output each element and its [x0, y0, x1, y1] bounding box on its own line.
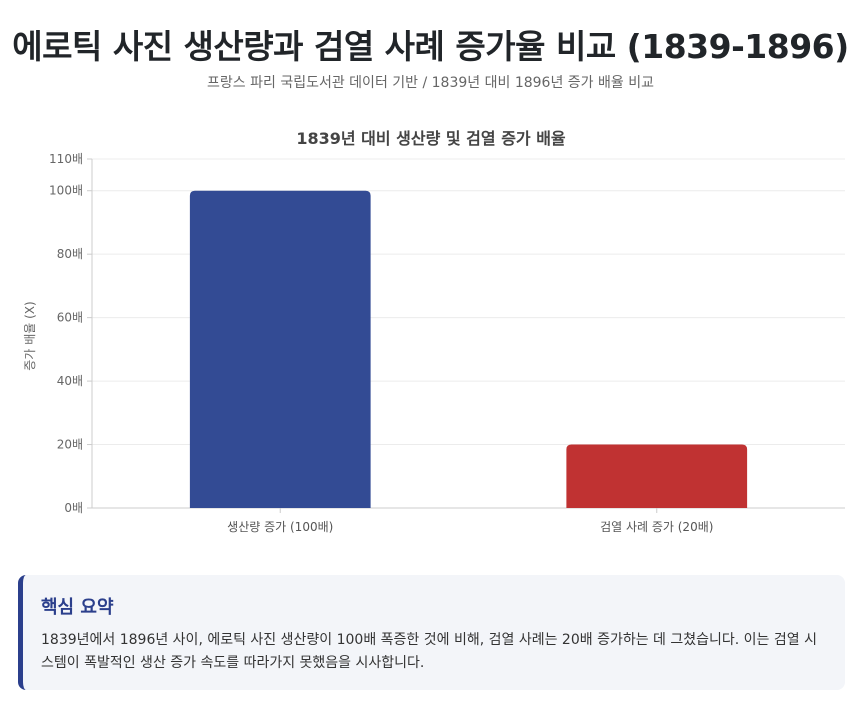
summary-box: 핵심 요약 1839년에서 1896년 사이, 에로틱 사진 생산량이 100배…	[18, 575, 845, 690]
y-tick-label: 110배	[49, 152, 83, 166]
bars	[189, 190, 748, 508]
y-axis-label: 증가 배율 (X)	[23, 301, 37, 370]
page-subtitle: 프랑스 파리 국립도서관 데이터 기반 / 1839년 대비 1896년 증가 …	[207, 75, 654, 91]
bar-chart: 1839년 대비 생산량 및 검열 증가 배율 0배 20배 40배 60배 80배 10…	[23, 129, 845, 534]
page-title: 에로틱 사진 생산량과 검열 사례 증가율 비교 (1839-1896)	[12, 27, 849, 66]
summary-title: 핵심 요약	[41, 597, 114, 618]
x-axis-ticks: 생산량 증가 (100배) 검열 사례 증가 (20배)	[227, 508, 713, 534]
bar	[566, 444, 748, 508]
y-tick-label: 20배	[57, 438, 83, 452]
y-tick-label: 0배	[64, 501, 83, 515]
y-tick-label: 40배	[57, 374, 83, 388]
x-tick-label: 생산량 증가 (100배)	[227, 520, 333, 534]
y-tick-label: 60배	[57, 311, 83, 325]
chart-title: 1839년 대비 생산량 및 검열 증가 배율	[296, 129, 566, 148]
summary-body: 1839년에서 1896년 사이, 에로틱 사진 생산량이 100배 폭증한 것…	[41, 632, 817, 671]
bar	[189, 190, 371, 508]
x-tick-label: 검열 사례 증가 (20배)	[600, 520, 713, 534]
y-tick-label: 100배	[49, 184, 83, 198]
y-tick-label: 80배	[57, 247, 83, 261]
